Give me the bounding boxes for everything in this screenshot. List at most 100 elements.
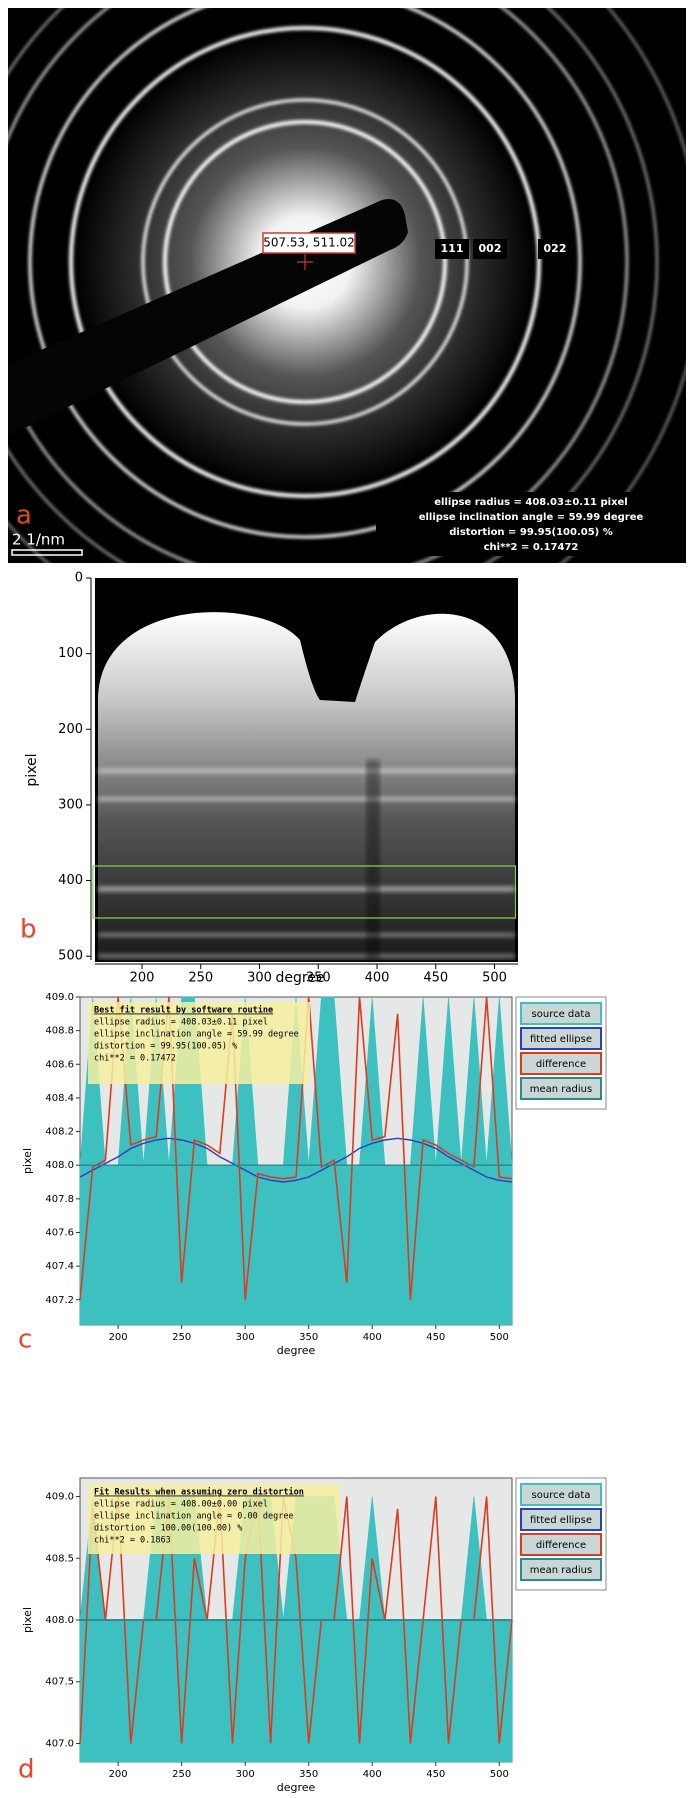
x-tick-label: 250 — [172, 1332, 191, 1343]
x-tick-label: 300 — [247, 971, 272, 986]
diffraction-image — [8, 8, 686, 563]
x-axis-label: degree — [277, 1781, 316, 1794]
y-tick-label: 408.0 — [45, 1615, 74, 1626]
scale-bar — [11, 549, 83, 556]
textbox — [88, 1002, 310, 1084]
legend-box — [520, 1002, 602, 1025]
x-tick-label: 350 — [299, 1769, 318, 1780]
x-tick-label: 400 — [363, 1332, 382, 1343]
ring-tag — [473, 239, 507, 259]
x-tick-label: 450 — [426, 1332, 445, 1343]
fitted-ellipse-line — [79, 1137, 513, 1183]
x-tick-label: 200 — [130, 971, 155, 986]
ring-label: 002 — [479, 242, 502, 255]
x-tick-label: 500 — [490, 1332, 509, 1343]
y-tick-label: 0 — [75, 571, 83, 586]
info-line: ellipse inclination angle = 59.99 degree — [419, 512, 644, 523]
x-tick-label: 450 — [426, 1769, 445, 1780]
x-tick-label: 400 — [365, 971, 390, 986]
textbox-line: distortion = 99.95(100.05) % — [94, 1042, 237, 1052]
x-axis-label: degree — [277, 1344, 316, 1357]
textbox-line: ellipse radius = 408.00±0.00 pixel — [94, 1500, 268, 1510]
y-tick-label: 408.0 — [45, 1160, 74, 1171]
y-tick-label: 408.8 — [45, 1026, 74, 1037]
legend-label: source data — [532, 1009, 591, 1020]
x-tick-label: 250 — [188, 971, 213, 986]
legend-box — [520, 1533, 602, 1556]
y-tick-label: 407.4 — [45, 1261, 74, 1272]
x-tick-label: 200 — [109, 1769, 128, 1780]
y-tick-label: 408.4 — [45, 1093, 74, 1104]
scale-bar-label: 2 1/nm — [12, 531, 65, 549]
y-tick-label: 408.6 — [45, 1059, 74, 1070]
legend-box — [520, 1508, 602, 1531]
legend-label: difference — [536, 1059, 586, 1070]
y-tick-label: 400 — [58, 873, 83, 888]
y-tick-label: 408.5 — [45, 1553, 74, 1564]
x-tick-label: 250 — [172, 1769, 191, 1780]
y-tick-label: 407.6 — [45, 1227, 74, 1238]
textbox-line: ellipse inclination angle = 59.99 degree — [94, 1030, 299, 1040]
center-box — [262, 232, 356, 254]
y-tick-label: 407.5 — [45, 1677, 74, 1688]
legend-label: mean radius — [530, 1084, 592, 1095]
y-tick-label: 300 — [58, 797, 83, 812]
textbox-line: chi**2 = 0.1863 — [94, 1536, 171, 1546]
panel-letter: a — [16, 501, 32, 531]
ring-tag — [538, 239, 572, 259]
x-tick-label: 300 — [236, 1332, 255, 1343]
info-box — [376, 492, 686, 556]
y-tick-label: 200 — [58, 722, 83, 737]
legend-box — [520, 1052, 602, 1075]
y-tick-label: 409.0 — [45, 992, 74, 1003]
textbox-line: distortion = 100.00(100.00) % — [94, 1524, 242, 1534]
ring-tag — [435, 239, 469, 259]
x-tick-label: 200 — [109, 1332, 128, 1343]
panel-letter: b — [20, 915, 37, 945]
legend-label: mean radius — [530, 1565, 592, 1576]
textbox — [88, 1484, 340, 1554]
legend-box — [520, 1483, 602, 1506]
ring-label: 111 — [441, 242, 464, 255]
y-axis-label: pixel — [24, 753, 40, 786]
y-tick-label: 407.2 — [45, 1295, 74, 1306]
legend-label: fitted ellipse — [530, 1034, 592, 1045]
textbox-line: chi**2 = 0.17472 — [94, 1054, 176, 1064]
x-tick-label: 300 — [236, 1769, 255, 1780]
textbox-line: Best fit result by software routine — [94, 1005, 273, 1016]
x-tick-label: 450 — [423, 971, 448, 986]
x-tick-label: 400 — [363, 1769, 382, 1780]
legend-label: difference — [536, 1540, 586, 1551]
y-tick-label: 500 — [58, 949, 83, 964]
center-marker — [297, 254, 313, 270]
y-tick-label: 407.8 — [45, 1194, 74, 1205]
x-tick-label: 500 — [490, 1769, 509, 1780]
textbox-line: ellipse radius = 408.03±0.11 pixel — [94, 1018, 268, 1028]
panel-letter: d — [18, 1755, 35, 1785]
x-tick-label: 500 — [482, 971, 507, 986]
legend-box — [520, 1558, 602, 1581]
x-tick-label: 350 — [306, 971, 331, 986]
textbox-line: Fit Results when assuming zero distortio… — [94, 1487, 304, 1498]
difference-line — [79, 996, 513, 1300]
y-tick-label: 100 — [58, 646, 83, 661]
info-line: ellipse radius = 408.03±0.11 pixel — [434, 497, 628, 508]
x-tick-label: 350 — [299, 1332, 318, 1343]
legend-label: source data — [532, 1490, 591, 1501]
y-tick-label: 408.2 — [45, 1127, 74, 1138]
legend-box — [520, 1027, 602, 1050]
textbox-line: ellipse inclination angle = 0.00 degree — [94, 1512, 294, 1522]
x-axis-label: degree — [275, 970, 324, 986]
unwrapped-image — [92, 578, 518, 962]
legend-label: fitted ellipse — [530, 1515, 592, 1526]
panel-letter: c — [18, 1325, 32, 1355]
y-axis-label: pixel — [21, 1607, 34, 1633]
ring-label: 022 — [544, 242, 567, 255]
y-axis-label: pixel — [21, 1148, 34, 1174]
y-tick-label: 407.0 — [45, 1738, 74, 1749]
info-line: chi**2 = 0.17472 — [484, 542, 579, 553]
y-tick-label: 409.0 — [45, 1492, 74, 1503]
legend-frame — [515, 1477, 607, 1591]
legend-frame — [515, 996, 607, 1110]
